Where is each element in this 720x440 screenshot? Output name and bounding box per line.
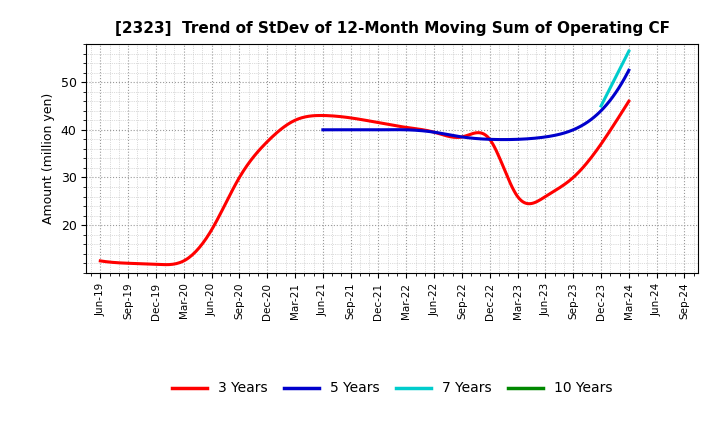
Legend: 3 Years, 5 Years, 7 Years, 10 Years: 3 Years, 5 Years, 7 Years, 10 Years: [166, 376, 618, 401]
Y-axis label: Amount (million yen): Amount (million yen): [42, 93, 55, 224]
Title: [2323]  Trend of StDev of 12-Month Moving Sum of Operating CF: [2323] Trend of StDev of 12-Month Moving…: [115, 21, 670, 36]
